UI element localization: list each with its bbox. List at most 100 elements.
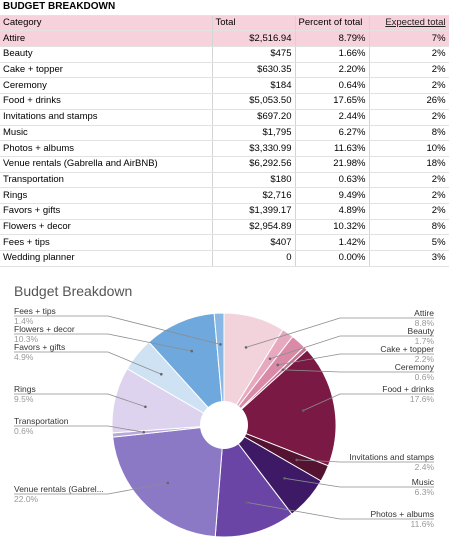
table-row[interactable]: Beauty $475 1.66% 2% (0, 46, 449, 63)
pie-slice-13[interactable] (213, 312, 225, 426)
cell-total[interactable]: $1,399.17 (212, 203, 296, 220)
slice-label-pct: 11.6% (411, 519, 435, 529)
cell-expected[interactable]: 2% (369, 172, 449, 189)
table-row[interactable]: Invitations and stamps $697.20 2.44% 2% (0, 109, 449, 126)
table-row[interactable]: Cake + topper $630.35 2.20% 2% (0, 62, 449, 79)
slice-label-name: Rings (14, 384, 36, 394)
table-row[interactable]: Ceremony $184 0.64% 2% (0, 77, 449, 95)
cell-percent[interactable]: 4.89% (295, 203, 370, 220)
cell-total[interactable]: $475 (212, 46, 296, 63)
cell-category[interactable]: Venue rentals (Gabrella and AirBNB) (0, 156, 213, 173)
cell-category[interactable]: Beauty (0, 46, 213, 63)
cell-expected[interactable]: 18% (369, 156, 449, 173)
table-row[interactable]: Favors + gifts $1,399.17 4.89% 2% (0, 203, 449, 220)
pie-slice-4[interactable] (223, 349, 337, 467)
pie-slice-7[interactable] (214, 423, 293, 538)
cell-expected[interactable]: 3% (369, 250, 449, 267)
cell-category[interactable]: Wedding planner (0, 250, 213, 267)
header-expected[interactable]: Expected total (369, 15, 449, 32)
header-total[interactable]: Total (212, 15, 296, 32)
table-row[interactable]: Flowers + decor $2,954.89 10.32% 8% (0, 219, 449, 236)
cell-total[interactable]: $5,053.50 (212, 93, 296, 110)
cell-expected[interactable]: 2% (369, 109, 449, 126)
cell-percent[interactable]: 1.66% (295, 46, 370, 63)
pie-slice-8[interactable] (112, 424, 225, 538)
cell-percent[interactable]: 6.27% (295, 125, 370, 142)
table-row[interactable]: Transportation $180 0.63% 2% (0, 172, 449, 189)
leader-line (269, 335, 434, 360)
cell-category[interactable]: Invitations and stamps (0, 109, 213, 126)
cell-category[interactable]: Food + drinks (0, 93, 213, 110)
cell-percent[interactable]: 1.42% (295, 234, 370, 251)
cell-total[interactable]: $630.35 (212, 62, 296, 79)
leader-line (282, 369, 434, 373)
cell-total[interactable]: $180 (212, 172, 296, 189)
cell-expected[interactable]: 8% (369, 219, 449, 236)
slice-label-pct: 2.2% (415, 354, 435, 364)
cell-percent[interactable]: 17.65% (295, 93, 370, 110)
cell-category[interactable]: Transportation (0, 172, 213, 189)
cell-percent[interactable]: 0.00% (295, 250, 370, 267)
cell-total[interactable]: $1,795 (212, 125, 296, 142)
cell-total[interactable]: $407 (212, 234, 296, 251)
cell-expected[interactable]: 8% (369, 125, 449, 142)
cell-total[interactable]: $6,292.56 (212, 156, 296, 173)
table-row[interactable]: Fees + tips $407 1.42% 5% (0, 234, 449, 251)
table-row[interactable]: Venue rentals (Gabrella and AirBNB) $6,29… (0, 156, 449, 173)
table-row[interactable]: Wedding planner 0 0.00% 3% (0, 250, 449, 267)
slice-label-name: Flowers + decor (14, 324, 75, 334)
cell-category[interactable]: Cake + topper (0, 62, 213, 79)
cell-expected[interactable]: 2% (369, 77, 449, 95)
cell-category[interactable]: Attire (0, 30, 213, 48)
cell-total[interactable]: $2,954.89 (212, 219, 296, 236)
cell-expected[interactable]: 5% (369, 234, 449, 251)
cell-category[interactable]: Favors + gifts (0, 203, 213, 220)
cell-percent[interactable]: 0.64% (295, 77, 370, 95)
slice-label-pct: 0.6% (14, 426, 34, 436)
leader-line (277, 353, 434, 366)
cell-total[interactable]: $184 (212, 77, 296, 95)
cell-percent[interactable]: 9.49% (295, 187, 370, 204)
leader-dot (245, 501, 249, 504)
pie-slice-12[interactable] (148, 312, 225, 427)
cell-expected[interactable]: 2% (369, 187, 449, 204)
cell-percent[interactable]: 11.63% (295, 140, 370, 157)
cell-total[interactable]: 0 (212, 250, 296, 267)
table-row[interactable]: Rings $2,716 9.49% 2% (0, 187, 449, 204)
cell-category[interactable]: Fees + tips (0, 234, 213, 251)
table-row[interactable]: Attire $2,516.94 8.79% 7% (0, 30, 449, 48)
cell-total[interactable]: $2,716 (212, 187, 296, 204)
cell-expected[interactable]: 10% (369, 140, 449, 157)
slice-label-pct: 8.8% (415, 318, 435, 328)
cell-category[interactable]: Music (0, 125, 213, 142)
header-percent[interactable]: Percent of total (295, 15, 370, 32)
table-row[interactable]: Photos + albums $3,330.99 11.63% 10% (0, 140, 449, 157)
cell-expected[interactable]: 7% (369, 30, 449, 48)
sheet-title[interactable]: BUDGET BREAKDOWN (0, 0, 449, 16)
header-category[interactable]: Category (0, 15, 213, 32)
cell-percent[interactable]: 10.32% (295, 219, 370, 236)
cell-category[interactable]: Flowers + decor (0, 219, 213, 236)
cell-category[interactable]: Ceremony (0, 77, 213, 95)
table-row[interactable]: Food + drinks $5,053.50 17.65% 26% (0, 93, 449, 110)
cell-expected[interactable]: 26% (369, 93, 449, 110)
budget-pie-chart: Budget Breakdown Attire8.8%Beauty1.7%Cak… (14, 283, 435, 538)
cell-expected[interactable]: 2% (369, 62, 449, 79)
cell-percent[interactable]: 2.20% (295, 62, 370, 79)
cell-total[interactable]: $3,330.99 (212, 140, 296, 157)
cell-percent[interactable]: 8.79% (295, 30, 370, 48)
cell-percent[interactable]: 2.44% (295, 109, 370, 126)
cell-category[interactable]: Rings (0, 187, 213, 204)
leader-line (303, 393, 434, 411)
cell-percent[interactable]: 21.98% (295, 156, 370, 173)
cell-category[interactable]: Photos + albums (0, 140, 213, 157)
cell-percent[interactable]: 0.63% (295, 172, 370, 189)
leader-line (246, 502, 434, 520)
cell-total[interactable]: $2,516.94 (212, 30, 296, 48)
cell-expected[interactable]: 2% (369, 203, 449, 220)
table-row[interactable]: Music $1,795 6.27% 8% (0, 125, 449, 142)
cell-expected[interactable]: 2% (369, 46, 449, 63)
cell-total[interactable]: $697.20 (212, 109, 296, 126)
